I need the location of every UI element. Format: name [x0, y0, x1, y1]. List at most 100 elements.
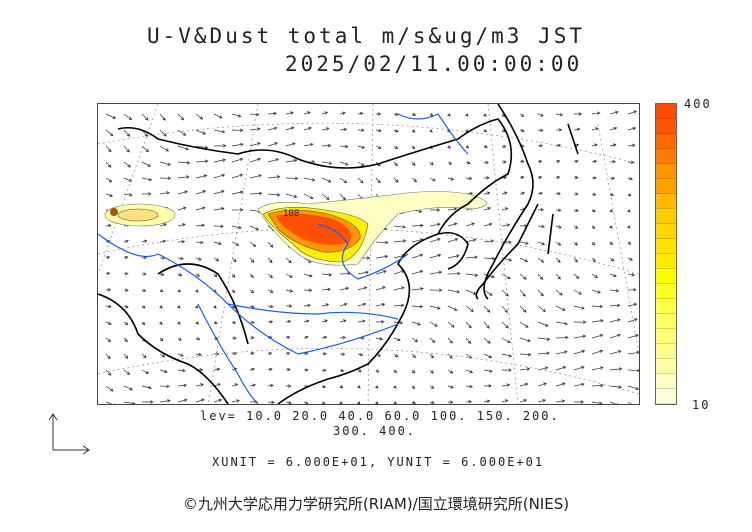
wind-arrow	[519, 128, 525, 133]
wind-arrow	[339, 352, 346, 356]
wind-arrow	[285, 384, 292, 388]
wind-arrow	[249, 225, 260, 231]
wind-arrow	[303, 401, 309, 405]
wind-arrow	[609, 241, 613, 246]
wind-arrow	[105, 288, 112, 292]
wind-arrow	[231, 336, 237, 340]
wind-arrow	[627, 401, 637, 408]
wind-arrow	[123, 288, 129, 292]
wind-arrow	[483, 160, 489, 165]
wind-arrow	[483, 289, 493, 296]
colorbar-band	[656, 329, 676, 344]
wind-arrow	[249, 127, 261, 131]
wind-arrow	[393, 353, 399, 358]
wind-arrow	[375, 302, 386, 307]
wind-arrow	[339, 177, 348, 184]
wind-arrow	[123, 193, 133, 197]
wind-arrow	[267, 193, 281, 197]
wind-arrow	[627, 241, 632, 245]
wind-arrow	[159, 145, 170, 152]
wind-arrow	[609, 401, 620, 407]
wind-arrow	[573, 112, 583, 116]
wind-arrow	[249, 191, 263, 196]
wind-arrow	[609, 385, 623, 389]
wind-arrow	[249, 289, 255, 294]
wind-arrow	[177, 239, 186, 244]
wind-arrow	[483, 353, 493, 359]
wind-arrow	[537, 224, 546, 229]
wind-arrow	[213, 257, 220, 262]
colorbar-band	[656, 104, 676, 119]
wind-arrow	[501, 368, 512, 372]
wind-arrow	[501, 223, 511, 227]
wind-arrow	[375, 320, 385, 324]
wind-arrow	[357, 302, 367, 307]
wind-arrow	[267, 320, 274, 324]
wind-arrow	[213, 129, 226, 134]
colorbar	[655, 103, 677, 405]
wind-arrow	[321, 273, 333, 277]
wind-arrow	[501, 273, 511, 279]
wind-arrow	[519, 289, 526, 297]
wind-arrow	[303, 273, 313, 278]
wind-arrow	[483, 129, 487, 133]
wind-arrow	[555, 273, 561, 280]
wind-arrow	[123, 369, 131, 375]
wind-arrow	[411, 369, 416, 374]
wind-arrow	[267, 175, 281, 179]
wind-arrow	[537, 113, 544, 117]
colorbar-band	[656, 209, 676, 224]
wind-arrow	[339, 368, 345, 373]
wind-arrow	[501, 337, 511, 343]
wind-arrow	[591, 273, 599, 279]
wind-arrow	[537, 144, 544, 148]
wind-arrow	[177, 289, 182, 293]
wind-arrow	[357, 385, 361, 389]
wind-arrow	[483, 305, 491, 313]
wind-arrow	[429, 321, 438, 327]
wind-arrow	[159, 113, 166, 121]
wind-arrow	[627, 302, 638, 307]
wind-arrow	[411, 112, 417, 117]
wind-arrow	[267, 142, 279, 147]
wind-arrow	[555, 382, 566, 387]
wind-arrow	[177, 353, 184, 357]
wind-arrow	[356, 401, 361, 405]
wind-arrow	[105, 385, 114, 392]
wind-arrow	[591, 289, 601, 294]
wind-arrow	[393, 161, 398, 167]
wind-arrow	[429, 305, 441, 310]
wind-arrow	[177, 383, 188, 388]
wind-arrow	[123, 177, 133, 182]
wind-arrow	[105, 321, 112, 325]
wind-arrow	[231, 128, 244, 132]
wind-arrow	[123, 272, 129, 276]
wind-arrow	[123, 353, 129, 359]
wind-arrow	[123, 255, 129, 260]
wind-arrow	[249, 157, 262, 163]
wind-arrow	[123, 129, 131, 137]
wind-arrow	[123, 385, 134, 391]
wind-arrow	[105, 129, 114, 137]
wind-arrow	[591, 304, 604, 309]
wind-arrow	[573, 382, 585, 387]
wind-arrow	[609, 126, 618, 131]
wind-arrow	[213, 207, 225, 211]
wind-arrow	[519, 175, 525, 180]
colorbar-band	[656, 299, 676, 314]
wind-arrow	[159, 129, 167, 137]
wind-arrow	[447, 207, 458, 211]
wind-arrow	[357, 286, 368, 291]
colorbar-band	[656, 254, 676, 269]
chart-title: U-V&Dust total m/s&ug/m3 JST	[146, 24, 585, 48]
wind-arrow	[411, 145, 416, 150]
wind-arrow	[609, 333, 621, 339]
wind-arrow	[123, 239, 129, 244]
wind-arrow	[267, 304, 274, 309]
colorbar-band	[656, 314, 676, 329]
wind-arrow	[177, 337, 182, 341]
wind-arrow	[195, 159, 209, 164]
wind-arrow	[375, 128, 382, 133]
wind-arrow	[519, 257, 529, 263]
wind-arrow	[591, 366, 604, 371]
